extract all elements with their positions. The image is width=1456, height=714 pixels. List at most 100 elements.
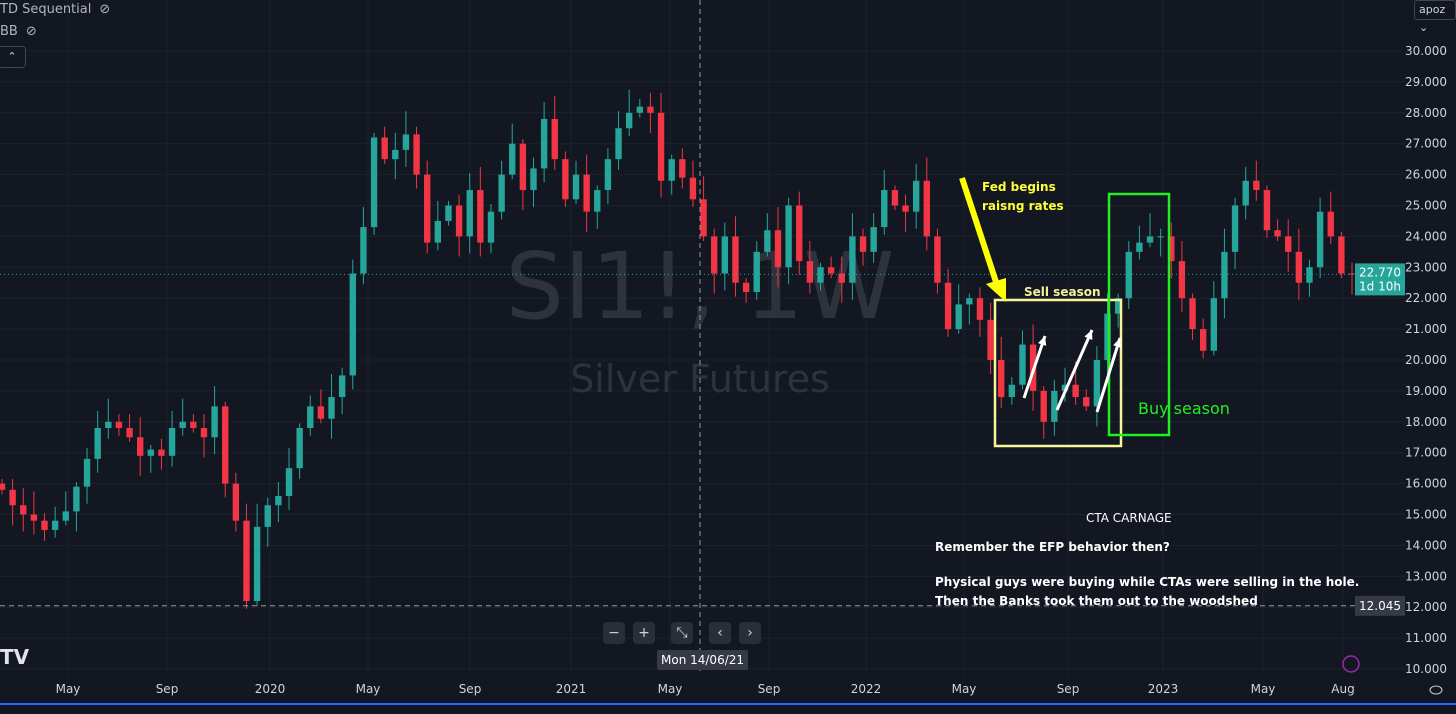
candle-body	[838, 273, 845, 283]
y-tick-label: 21.000	[1405, 322, 1447, 336]
candle-body	[785, 205, 792, 268]
y-tick-label: 22.000	[1405, 291, 1447, 305]
buy-season-box	[1107, 192, 1171, 437]
candle-body	[540, 118, 548, 169]
y-tick-label: 17.000	[1405, 446, 1447, 460]
scroll-left-button[interactable]: ‹	[709, 622, 731, 644]
symbol-menu-button[interactable]: apoz ⌄	[1414, 0, 1456, 34]
y-tick-label: 14.000	[1405, 538, 1447, 552]
candle-body	[923, 180, 930, 237]
collapse-legend-button[interactable]: ⌃	[0, 46, 26, 68]
candle-body	[976, 298, 984, 320]
scroll-right-button[interactable]: ›	[739, 622, 761, 644]
candle-body	[1019, 344, 1026, 385]
candle-body	[487, 211, 495, 243]
x-tick-label: May	[56, 682, 81, 696]
candle-body	[849, 236, 856, 283]
candle-body	[998, 360, 1005, 398]
candle-body	[1253, 180, 1260, 191]
x-tick-label: 2022	[851, 682, 882, 696]
candle-body	[424, 174, 431, 243]
candle-body	[689, 177, 697, 200]
candle-body	[360, 227, 367, 274]
candle-body	[1051, 390, 1058, 422]
candle-body	[934, 236, 941, 283]
candle-body	[1199, 329, 1207, 351]
y-tick-label: 20.000	[1405, 353, 1447, 367]
candle-body	[1295, 251, 1303, 283]
candle-body	[285, 468, 293, 496]
zoom-in-button[interactable]: +	[633, 622, 655, 644]
y-tick-label: 16.000	[1405, 477, 1447, 491]
x-tick-label: May	[356, 682, 381, 696]
cta-line-3: Then the Banks took them out to the wood…	[935, 594, 1258, 608]
candle-body	[1274, 230, 1281, 237]
candle-body	[530, 168, 537, 191]
candle-body	[615, 128, 622, 160]
candle-body	[881, 190, 888, 228]
y-tick-label: 10.000	[1405, 662, 1447, 676]
y-tick-label: 26.000	[1405, 168, 1447, 182]
candle-body	[307, 406, 314, 428]
x-tick-label: May	[1251, 682, 1276, 696]
candle-body	[1040, 390, 1047, 422]
candle-body	[870, 227, 877, 252]
y-tick-label: 13.000	[1405, 569, 1447, 583]
candle-body	[732, 236, 739, 283]
candle-body	[572, 174, 580, 200]
candle-body	[253, 526, 261, 602]
last-price-tag	[1355, 263, 1405, 296]
zoom-out-button[interactable]: −	[603, 622, 625, 644]
candle-body	[179, 421, 186, 428]
candle-body	[1338, 236, 1345, 274]
candle-body	[62, 511, 69, 521]
indicator-td-sequential[interactable]: TD Sequential ⊘	[0, 2, 110, 17]
y-tick-label: 30.000	[1405, 44, 1447, 58]
candle-body	[211, 406, 218, 438]
candle-body	[1157, 236, 1164, 238]
candle-body	[583, 174, 590, 212]
white-arrow	[1022, 335, 1047, 399]
candle-body	[1125, 251, 1132, 299]
y-tick-label: 28.000	[1405, 106, 1447, 120]
candle-body	[902, 205, 909, 212]
x-tick-label: May	[658, 682, 683, 696]
candle-body	[445, 205, 452, 221]
eye-off-icon[interactable]: ⊘	[99, 2, 111, 17]
candle-body	[753, 251, 760, 293]
candle-body	[147, 449, 155, 456]
tradingview-logo: TV	[0, 645, 30, 669]
x-tick-label: Sep	[156, 682, 179, 696]
candle-body	[30, 514, 38, 521]
sell-season-label: Sell season	[1024, 285, 1101, 299]
candle-body	[200, 427, 208, 438]
reset-chart-button[interactable]: ⤡	[671, 622, 693, 644]
candle-body	[392, 149, 399, 160]
candle-body	[498, 174, 505, 212]
candle-body	[338, 375, 346, 398]
candle-body	[1231, 205, 1239, 252]
x-tick-label: Sep	[758, 682, 781, 696]
candle-body	[190, 421, 197, 428]
candle-body	[1263, 190, 1271, 231]
indicator-bb[interactable]: BB ⊘	[0, 24, 37, 39]
candle-body	[519, 143, 527, 191]
candle-body	[594, 190, 601, 212]
candle-body	[806, 261, 814, 283]
white-arrow-head	[1113, 338, 1122, 348]
candle-body	[604, 159, 612, 191]
white-arrow-head	[1084, 330, 1093, 340]
candle-body	[1104, 313, 1111, 360]
indicator-label: TD Sequential	[0, 2, 92, 17]
crosshair-price-tag	[1355, 595, 1405, 616]
y-tick-label: 12.000	[1405, 600, 1447, 614]
y-tick-label: 27.000	[1405, 137, 1447, 151]
candle-body	[764, 230, 771, 252]
candle-body	[1178, 261, 1186, 299]
yellow-arrow-head	[986, 278, 1006, 302]
candle-body	[1210, 298, 1217, 351]
eye-off-icon[interactable]: ⊘	[25, 24, 37, 39]
cta-line-2: Physical guys were buying while CTAs wer…	[935, 575, 1360, 589]
candle-body	[137, 437, 144, 456]
